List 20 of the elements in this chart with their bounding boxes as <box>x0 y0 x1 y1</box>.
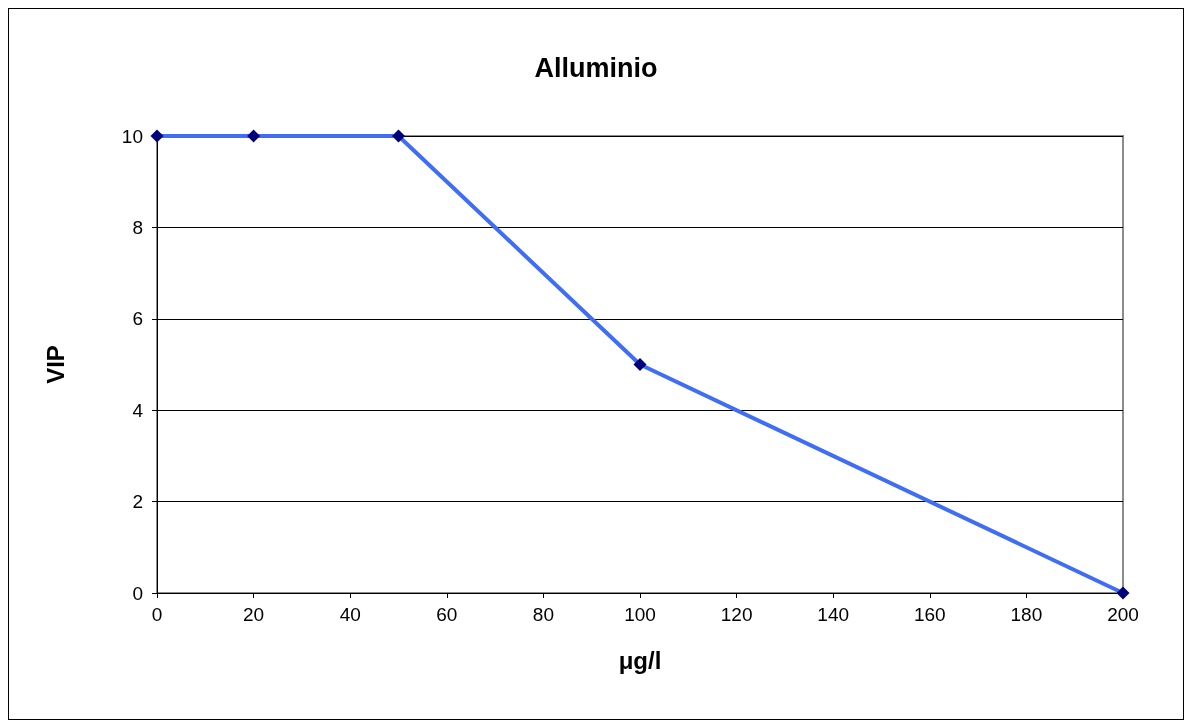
x-tick-label: 120 <box>720 604 753 625</box>
x-tick-label: 160 <box>913 604 946 625</box>
x-tick-label: 200 <box>1107 604 1139 625</box>
y-tick-label: 8 <box>132 216 143 238</box>
x-tick-label: 0 <box>151 604 163 625</box>
x-tick-label: 20 <box>243 604 265 625</box>
y-tick-label: 0 <box>132 582 143 604</box>
x-tick-label: 60 <box>436 604 458 625</box>
chart-title: Alluminio <box>534 52 658 83</box>
y-axis-title: VIP <box>41 345 69 384</box>
y-tick-label: 10 <box>121 125 143 147</box>
x-tick-label: 180 <box>1010 604 1043 625</box>
y-tick-label: 6 <box>132 308 143 330</box>
x-tick-label: 80 <box>532 604 554 625</box>
x-tick-label: 140 <box>817 604 850 625</box>
y-tick-label: 2 <box>132 491 143 513</box>
x-axis-title: μg/l <box>618 646 662 674</box>
x-tick-label: 40 <box>339 604 361 625</box>
y-tick-label: 4 <box>132 399 144 421</box>
x-tick-label: 100 <box>624 604 656 625</box>
